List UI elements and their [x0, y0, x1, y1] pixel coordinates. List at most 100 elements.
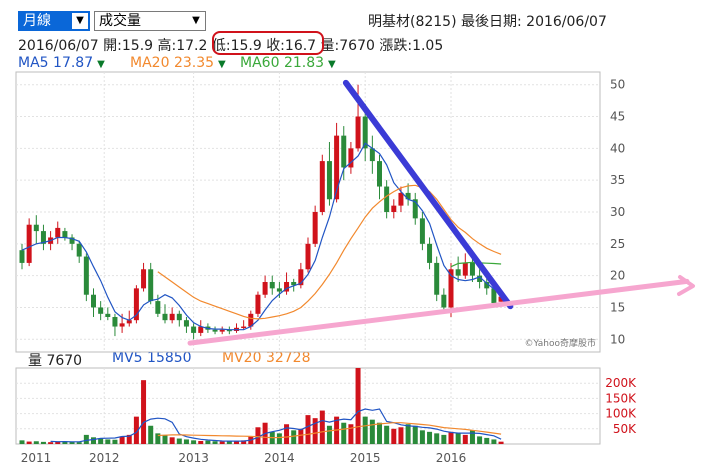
volume-bar	[319, 410, 325, 444]
volume-bar	[384, 425, 390, 444]
volume-bar	[348, 424, 354, 444]
candle-body	[455, 269, 461, 276]
x-tick-label: 2012	[89, 451, 120, 465]
low-close-highlight	[212, 31, 324, 55]
volume-bar	[40, 441, 46, 444]
volume-bar	[462, 434, 468, 444]
volume-bar	[33, 441, 39, 444]
volume-bar	[148, 425, 154, 444]
candle-body	[62, 231, 68, 238]
candle-body	[126, 320, 132, 324]
volume-bar	[255, 427, 261, 444]
price-tick-label: 20	[610, 269, 625, 283]
candle-body	[391, 205, 397, 212]
volume-tick-label: 50K	[613, 422, 637, 436]
watermark: ©Yahoo奇摩股市	[525, 337, 597, 349]
candle-body	[305, 243, 311, 270]
volume-tick-label: 150K	[605, 391, 637, 405]
indicator-select[interactable]: 成交量 ▼	[94, 11, 206, 31]
candle-body	[248, 313, 254, 327]
candle-body	[26, 224, 32, 263]
volume-tick-label: 100K	[605, 407, 637, 421]
candle-body	[155, 301, 161, 314]
volume-bar	[234, 440, 239, 444]
volume-bar	[212, 441, 218, 444]
candle-body	[76, 243, 82, 257]
chevron-down-icon: ▼	[71, 12, 89, 30]
volume-bar	[55, 441, 61, 444]
price-tick-label: 25	[610, 237, 625, 251]
legend-volume: 量 7670	[28, 353, 83, 369]
candle-body	[319, 161, 325, 212]
volume-bar	[191, 440, 197, 444]
volume-bar	[226, 441, 232, 444]
period-select-value: 月線	[23, 13, 51, 29]
candle-body	[219, 329, 225, 332]
mv5-line	[50, 408, 502, 443]
legend-ma20: MA20 23.35 ▼	[130, 55, 226, 71]
candle-body	[469, 262, 475, 276]
volume-bar	[91, 437, 96, 444]
candle-body	[212, 329, 218, 332]
candle-body	[491, 288, 497, 303]
volume-bar	[491, 439, 497, 444]
support-trendline-arrowhead	[677, 275, 695, 296]
volume-bar	[391, 428, 397, 444]
candle-body	[427, 243, 433, 263]
candle-body	[369, 148, 375, 162]
candle-body	[133, 288, 139, 321]
price-tick-label: 50	[610, 78, 625, 92]
volume-bar	[419, 430, 425, 444]
candle-body	[498, 296, 504, 302]
candle-body	[284, 282, 290, 292]
legend-mv20: MV20 32728	[222, 350, 311, 366]
volume-bar	[498, 441, 504, 444]
volume-bar	[455, 433, 461, 444]
support-trendline	[187, 278, 690, 346]
quote-date: 2016/06/07	[18, 38, 99, 54]
candle-body	[176, 313, 182, 321]
candle-body	[291, 282, 297, 286]
volume-bar	[126, 434, 132, 444]
down-triangle-icon: ▼	[328, 59, 336, 70]
candle-body	[83, 256, 89, 295]
price-tick-label: 45	[610, 110, 625, 124]
volume-bar	[362, 416, 368, 444]
candle-body	[105, 313, 111, 317]
volume-bar	[176, 438, 182, 444]
candle-body	[40, 231, 46, 244]
down-triangle-icon: ▼	[218, 59, 226, 70]
candle-body	[191, 326, 197, 333]
volume-bar	[341, 422, 347, 444]
period-select[interactable]: 月線 ▼	[18, 11, 90, 31]
candle-body	[334, 135, 340, 200]
candle-body	[33, 224, 39, 232]
volume-bar	[477, 436, 483, 444]
volume-bar	[205, 440, 211, 444]
candle-body	[112, 317, 118, 327]
volume-bar	[141, 380, 147, 444]
candle-body	[241, 326, 247, 329]
candle-body	[91, 294, 96, 308]
down-triangle-icon: ▼	[97, 59, 105, 70]
volume-bar	[434, 433, 440, 444]
volume-bar	[305, 415, 311, 444]
volume-bar	[183, 439, 189, 444]
x-tick-label: 2015	[350, 451, 381, 465]
price-tick-label: 40	[610, 141, 625, 155]
volume-bar	[312, 418, 318, 444]
volume-bar	[398, 427, 404, 444]
volume-bar	[69, 441, 75, 444]
ma20-line	[157, 184, 502, 320]
x-tick-label: 2011	[21, 451, 52, 465]
candle-body	[183, 320, 189, 327]
x-tick-label: 2014	[264, 451, 295, 465]
candle-body	[255, 294, 261, 314]
mv20-line	[157, 422, 502, 439]
trend-annotations	[187, 79, 695, 346]
volume-bar	[355, 368, 361, 444]
candle-body	[355, 116, 361, 149]
chevron-down-icon: ▼	[192, 15, 200, 26]
volume-bar	[441, 434, 447, 444]
